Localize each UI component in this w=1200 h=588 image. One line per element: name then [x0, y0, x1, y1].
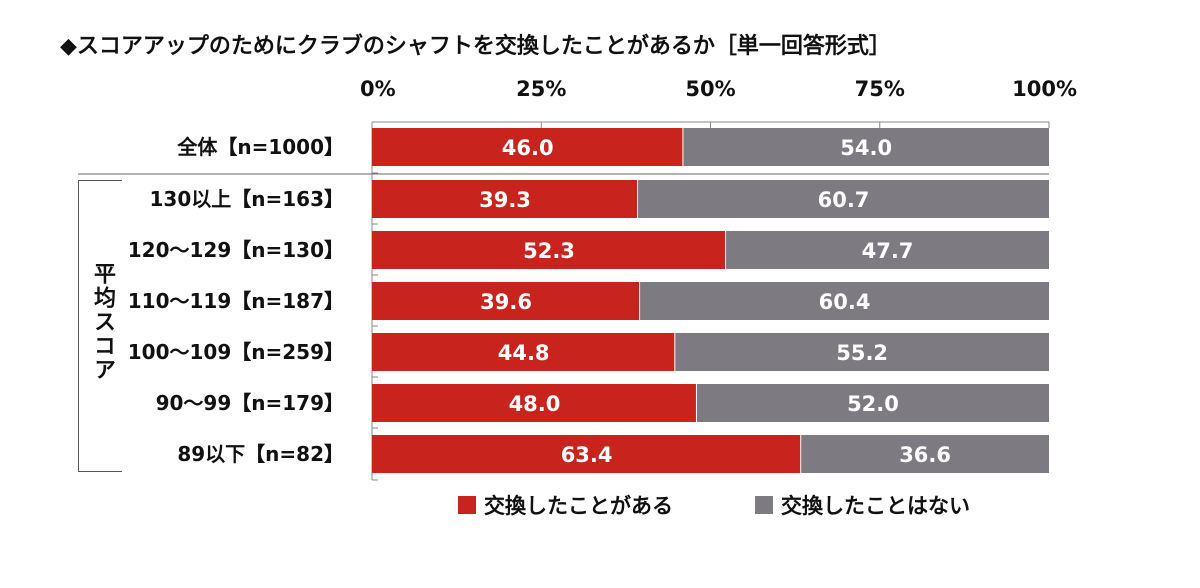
group-label: 平均スコア: [90, 262, 115, 382]
legend-item-exchanged: 交換したことがある: [458, 490, 673, 520]
bar-not-exchanged: [726, 231, 1049, 269]
data-label: 60.7: [818, 188, 870, 212]
category-label: 130以上【n=163】: [150, 187, 345, 211]
data-label: 52.0: [847, 392, 899, 416]
bar-exchanged: [372, 282, 640, 320]
legend: 交換したことがある 交換したことはない: [458, 490, 970, 520]
group-bracket: [78, 180, 122, 472]
data-label: 48.0: [509, 392, 561, 416]
category-label: 110～119【n=187】: [128, 289, 344, 313]
data-label: 63.4: [561, 443, 613, 467]
data-label: 47.7: [862, 239, 914, 263]
category-label: 120～129【n=130】: [128, 238, 344, 262]
legend-swatch-not-exchanged: [755, 496, 773, 514]
data-label: 52.3: [523, 239, 575, 263]
bar-exchanged: [372, 333, 675, 371]
x-tick-label: 100%: [1012, 77, 1077, 101]
x-tick-label: 75%: [855, 77, 905, 101]
data-label: 39.6: [480, 290, 532, 314]
legend-label-exchanged: 交換したことがある: [484, 494, 673, 518]
data-label: 46.0: [502, 136, 554, 160]
x-tick-label: 25%: [516, 77, 566, 101]
bar-exchanged: [372, 231, 726, 269]
bar-exchanged: [372, 435, 801, 473]
legend-item-not-exchanged: 交換したことはない: [755, 490, 970, 520]
data-label: 54.0: [840, 136, 892, 160]
legend-label-not-exchanged: 交換したことはない: [781, 494, 970, 518]
bar-not-exchanged: [675, 333, 1049, 371]
bar-not-exchanged: [696, 384, 1049, 422]
data-label: 44.8: [498, 341, 550, 365]
category-label: 90～99【n=179】: [156, 391, 344, 415]
category-label: 全体【n=1000】: [176, 135, 344, 159]
data-label: 36.6: [899, 443, 951, 467]
bar-exchanged: [372, 384, 696, 422]
bar-not-exchanged: [801, 435, 1049, 473]
bar-not-exchanged: [683, 128, 1049, 166]
data-label: 60.4: [819, 290, 871, 314]
data-label: 39.3: [479, 188, 531, 212]
category-label: 89以下【n=82】: [177, 442, 344, 466]
bar-exchanged: [372, 180, 638, 218]
bar-not-exchanged: [640, 282, 1049, 320]
x-tick-label: 50%: [685, 77, 735, 101]
chart-title: ◆スコアアップのためにクラブのシャフトを交換したことがあるか［単一回答形式］: [60, 34, 891, 59]
bar-exchanged: [372, 128, 683, 166]
data-label: 55.2: [836, 341, 888, 365]
x-tick-label: 0%: [360, 77, 396, 101]
legend-swatch-exchanged: [458, 496, 476, 514]
category-label: 100～109【n=259】: [128, 340, 344, 364]
bar-not-exchanged: [638, 180, 1049, 218]
